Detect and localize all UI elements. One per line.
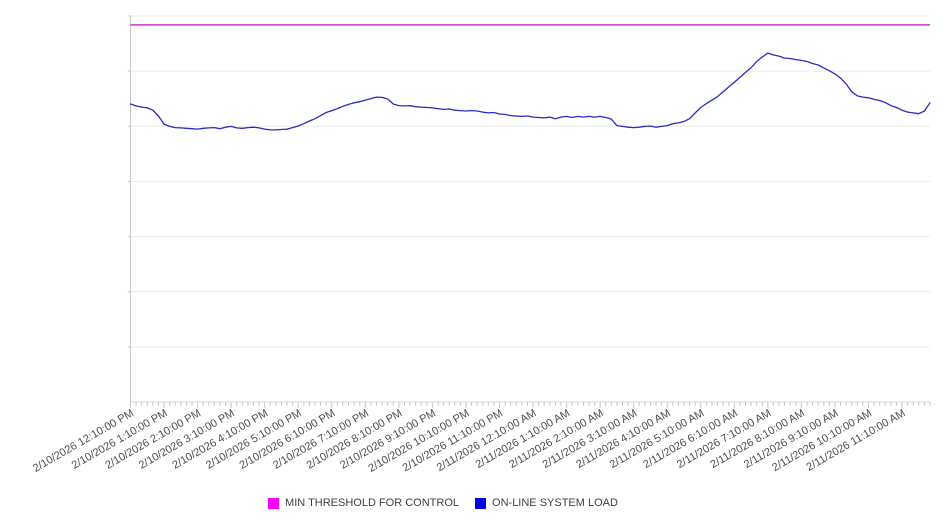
min-threshold-legend-swatch-icon [268,497,280,509]
chart-legend: MIN THRESHOLD FOR CONTROL ON-LINE SYSTEM… [0,497,916,509]
legend-label-online-system-load: ON-LINE SYSTEM LOAD [492,497,618,509]
legend-label-min-threshold: MIN THRESHOLD FOR CONTROL [285,497,460,509]
legend-item-min-threshold: MIN THRESHOLD FOR CONTROL [268,497,459,509]
legend-item-online-system-load: ON-LINE SYSTEM LOAD [475,497,618,509]
online-system-load-legend-swatch-icon [475,497,487,509]
chart-plot-area: 2/10/2026 12:10:00 PM2/10/2026 1:10:00 P… [31,15,931,475]
online-system-load-line [129,52,931,131]
